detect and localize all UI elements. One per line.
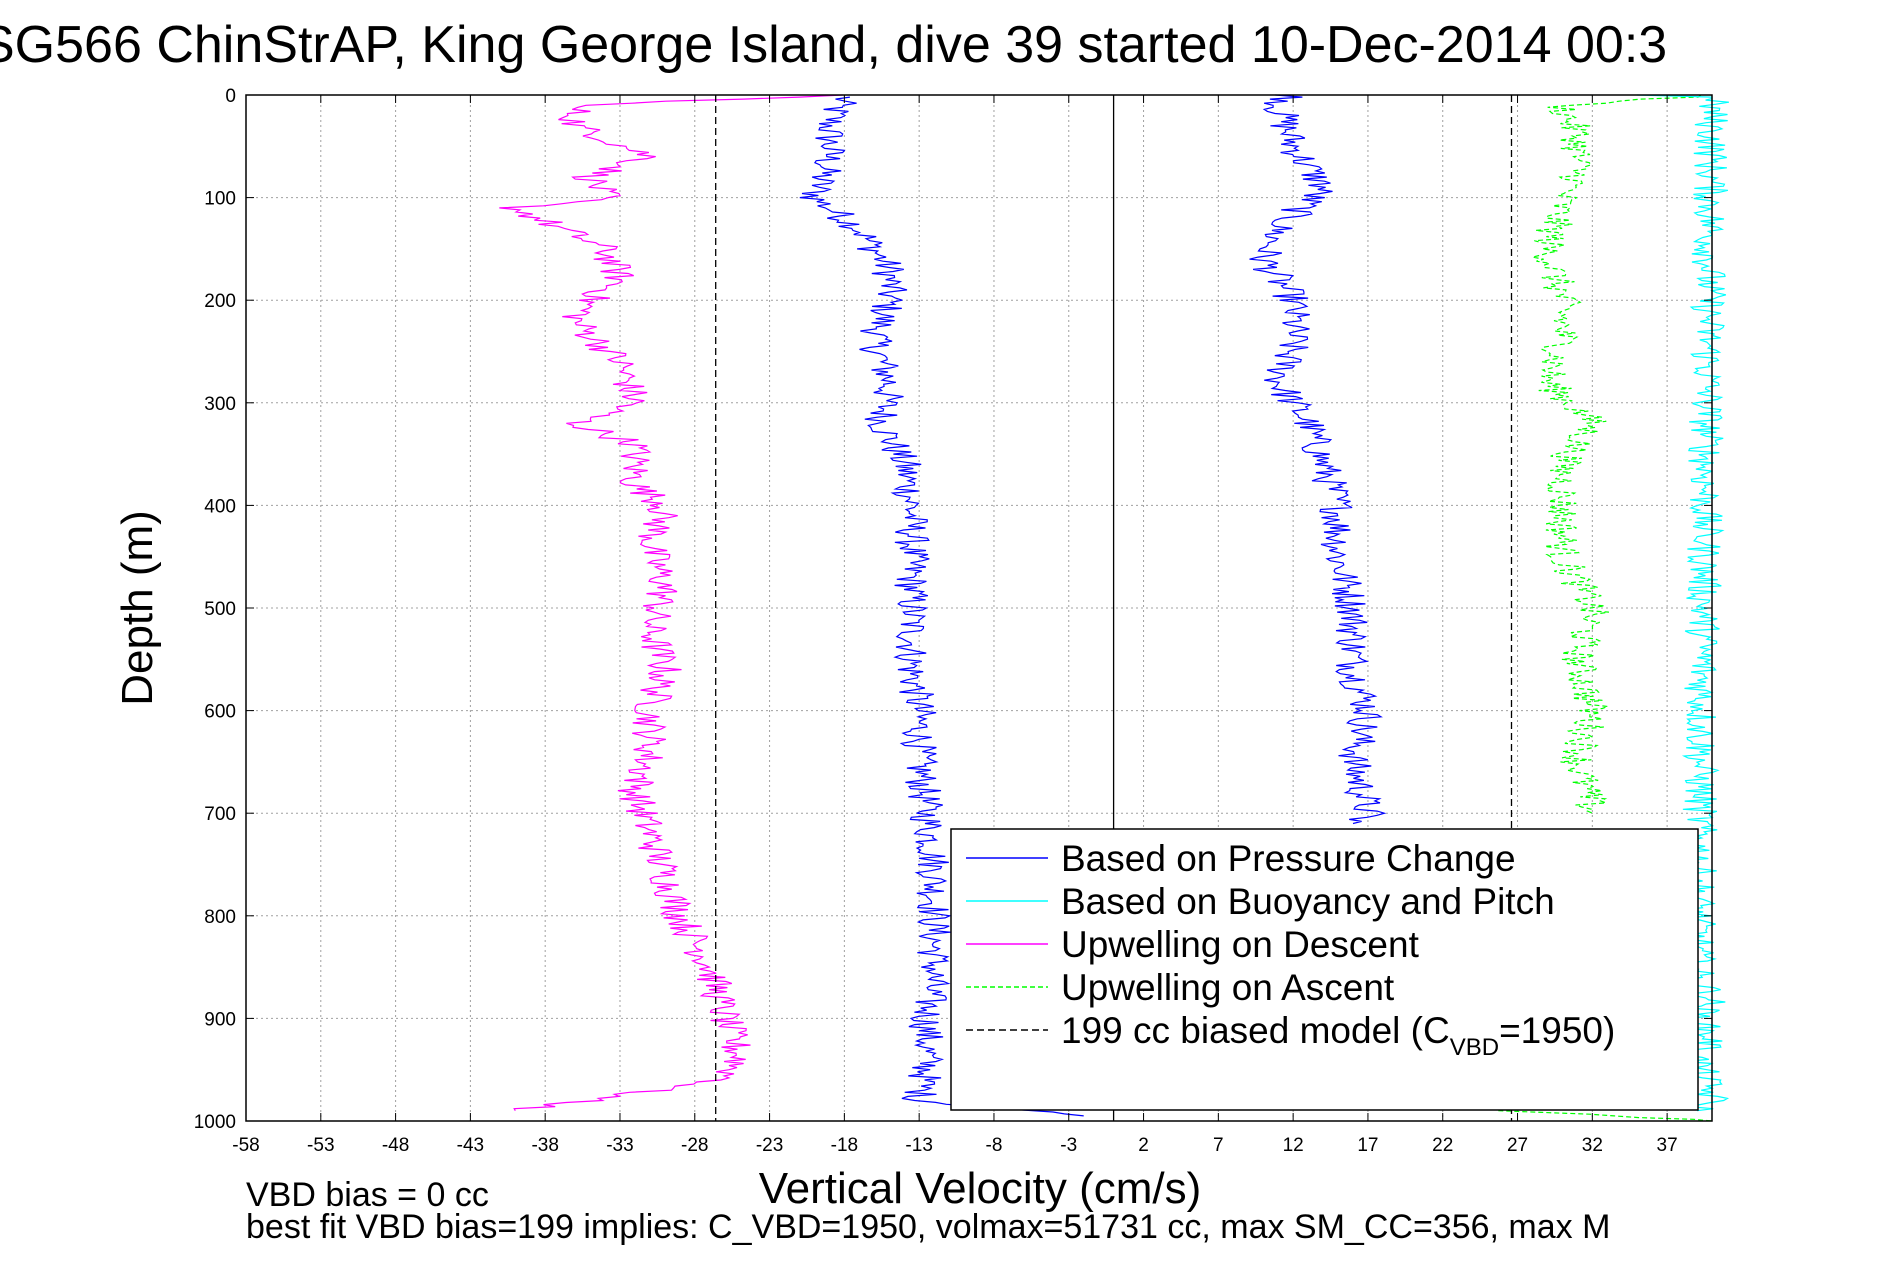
x-tick-label: 12 <box>1283 1135 1304 1156</box>
x-tick-label: -43 <box>457 1135 484 1156</box>
y-tick-label: 900 <box>204 1009 236 1030</box>
series-line-2 <box>499 94 843 1111</box>
y-tick-label: 700 <box>204 804 236 825</box>
y-tick-label: 1000 <box>194 1112 236 1133</box>
chart-title: SG566 ChinStrAP, King George Island, div… <box>0 16 1667 74</box>
x-tick-label: -8 <box>986 1135 1003 1156</box>
x-tick-label: -3 <box>1060 1135 1077 1156</box>
x-tick-label: 2 <box>1138 1135 1149 1156</box>
series-line-3 <box>1532 94 1702 814</box>
legend-label: Upwelling on Ascent <box>1061 967 1395 1008</box>
y-tick-label: 600 <box>204 702 236 723</box>
series-line-0 <box>799 96 1084 1117</box>
legend-label: Based on Pressure Change <box>1061 838 1516 879</box>
series-layer <box>499 94 1730 1122</box>
x-tick-label: -58 <box>232 1135 259 1156</box>
legend-label-subscript: VBD <box>1450 1034 1499 1061</box>
y-tick-label: 200 <box>204 291 236 312</box>
x-tick-label: 37 <box>1657 1135 1678 1156</box>
x-tick-label: -48 <box>382 1135 409 1156</box>
series-line-1 <box>1249 94 1387 825</box>
series-line-4 <box>1498 1110 1713 1122</box>
best-fit-note: best fit VBD bias=199 implies: C_VBD=195… <box>246 1208 1610 1246</box>
tick-layer: -58 -53 -48 -43 -38 -33 -28 -23 -18 -13 -8 -3 2 7 12 17… <box>194 86 1712 1156</box>
legend-box <box>950 828 1699 1111</box>
series-line-5 <box>1637 94 1730 1112</box>
legend-label-main: 199 cc biased model (C <box>1061 1010 1450 1051</box>
x-tick-label: -28 <box>681 1135 708 1156</box>
vbd-bias-note: VBD bias = 0 cc <box>246 1176 489 1214</box>
y-tick-label: 400 <box>204 496 236 517</box>
x-tick-label: 22 <box>1432 1135 1453 1156</box>
y-tick-label: 300 <box>204 394 236 415</box>
y-tick-label: 500 <box>204 599 236 620</box>
legend-label: 199 cc biased model (CVBD=1950) <box>1061 1010 1615 1061</box>
y-axis-title: Depth (m) <box>113 510 162 706</box>
x-tick-label: -38 <box>531 1135 558 1156</box>
x-tick-label: -18 <box>831 1135 858 1156</box>
x-tick-label: 7 <box>1213 1135 1224 1156</box>
x-tick-label: 17 <box>1357 1135 1378 1156</box>
y-tick-label: 100 <box>204 189 236 210</box>
x-tick-label: 27 <box>1507 1135 1528 1156</box>
x-tick-label: 32 <box>1582 1135 1603 1156</box>
y-tick-label: 800 <box>204 907 236 928</box>
legend-label: Based on Buoyancy and Pitch <box>1061 881 1555 922</box>
x-axis-title: Vertical Velocity (cm/s) <box>759 1164 1202 1213</box>
y-tick-label: 0 <box>225 86 236 107</box>
x-tick-label: -53 <box>307 1135 334 1156</box>
legend-label: Upwelling on Descent <box>1061 924 1420 965</box>
x-tick-label: -23 <box>756 1135 783 1156</box>
x-tick-label: -13 <box>905 1135 932 1156</box>
legend-label-end: =1950) <box>1499 1010 1615 1051</box>
x-tick-label: -33 <box>606 1135 633 1156</box>
